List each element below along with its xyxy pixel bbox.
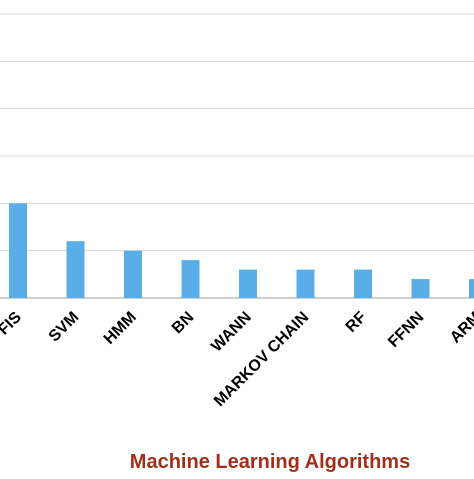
x-axis-title: Machine Learning Algorithms [130, 451, 410, 473]
bar-arm [469, 279, 474, 298]
bar-wann [239, 269, 257, 298]
bar-rf [354, 269, 372, 298]
x-tick-label-svm: SVM [46, 309, 83, 346]
x-tick-label-arm: ARM [447, 309, 474, 347]
bars [9, 203, 474, 298]
x-tick-label-ffnn: FFNN [385, 309, 427, 351]
bar-hmm [124, 250, 142, 298]
bar-ffnn [411, 279, 430, 298]
x-tick-label-rf: RF [343, 309, 370, 336]
bar-bn [181, 260, 200, 298]
x-tick-label-hmm: HMM [101, 309, 140, 348]
x-tick-label-bn: BN [169, 309, 197, 337]
bar-anfis [9, 203, 27, 298]
x-tick-label-wann: WANN [208, 309, 255, 356]
x-tick-label-anfis: FIS [0, 309, 25, 339]
bar-markov-chain [296, 269, 315, 298]
bar-svm [66, 241, 85, 298]
